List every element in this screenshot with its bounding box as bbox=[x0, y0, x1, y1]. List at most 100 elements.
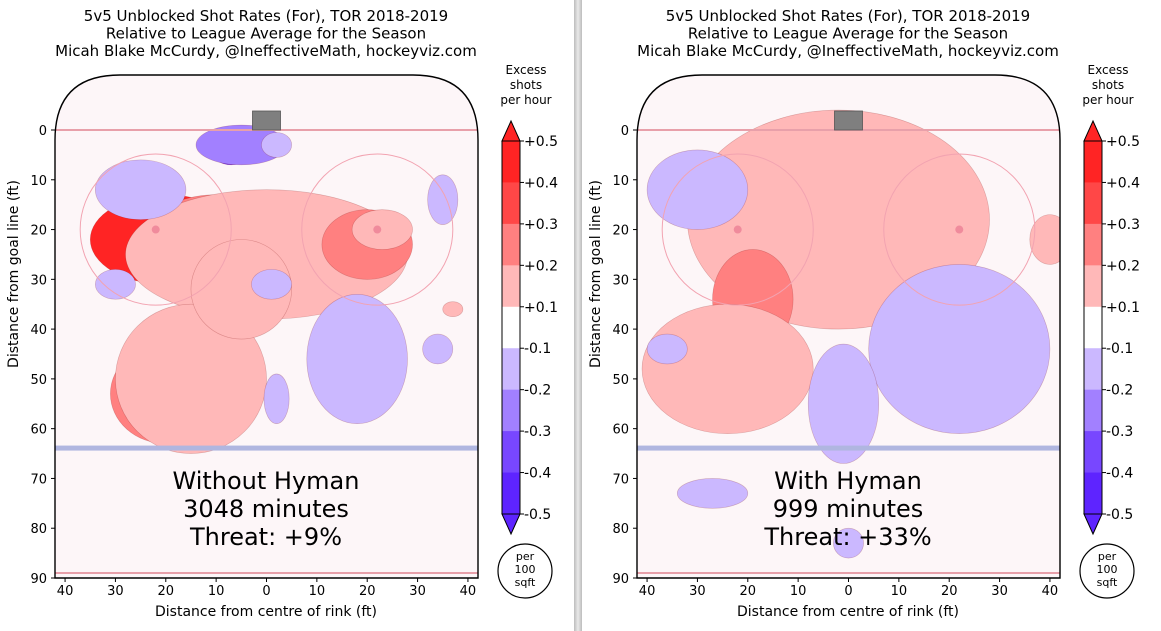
faceoff-dot bbox=[373, 225, 382, 234]
x-tick-label: 10 bbox=[891, 584, 908, 599]
colorbar-tick-label: -0.2 bbox=[1106, 383, 1133, 399]
x-tick-label: 40 bbox=[57, 584, 74, 599]
chart-title-line: 5v5 Unblocked Shot Rates (For), TOR 2018… bbox=[84, 7, 448, 25]
blue-line bbox=[637, 445, 1060, 451]
y-tick-label: 80 bbox=[612, 522, 629, 537]
y-axis-label: Distance from goal line (ft) bbox=[588, 180, 604, 368]
unit-label: 100 bbox=[515, 563, 536, 576]
colorbar-tick-label: -0.4 bbox=[524, 466, 551, 482]
chart-title-line: 5v5 Unblocked Shot Rates (For), TOR 2018… bbox=[666, 7, 1030, 25]
heat-contour bbox=[94, 269, 136, 300]
x-tick-label: 30 bbox=[991, 584, 1008, 599]
y-tick-label: 20 bbox=[612, 224, 629, 239]
colorbar-band bbox=[502, 265, 520, 308]
colorbar-frame bbox=[1083, 140, 1103, 515]
colorbar-tick-label: +0.4 bbox=[1106, 175, 1140, 191]
annotation-line: Without Hyman bbox=[173, 467, 360, 495]
y-tick-label: 0 bbox=[621, 124, 629, 139]
heat-contour bbox=[646, 149, 749, 230]
chart-with-hyman: 5v5 Unblocked Shot Rates (For), TOR 2018… bbox=[588, 7, 1140, 620]
colorbar-band bbox=[1084, 389, 1102, 432]
heat-contour bbox=[868, 264, 1051, 434]
y-tick-label: 20 bbox=[30, 224, 47, 239]
colorbar-title: per hour bbox=[1082, 93, 1133, 107]
faceoff-circle bbox=[661, 153, 814, 306]
annotation-line: Threat: +9% bbox=[189, 523, 342, 551]
heat-contour bbox=[115, 303, 267, 454]
colorbar-tick-label: +0.2 bbox=[1106, 258, 1140, 274]
colorbar-band bbox=[502, 389, 520, 432]
goal-net bbox=[252, 110, 281, 131]
annotation-line: With Hyman bbox=[774, 467, 922, 495]
unit-circle bbox=[1079, 543, 1135, 599]
rink-boards bbox=[54, 74, 479, 579]
heat-contour bbox=[306, 293, 408, 424]
y-tick-label: 70 bbox=[612, 472, 629, 487]
panel-divider bbox=[574, 0, 582, 631]
colorbar-tick-label: +0.1 bbox=[1106, 300, 1140, 316]
colorbar-frame bbox=[501, 140, 521, 515]
colorbar-tick-label: -0.2 bbox=[524, 383, 551, 399]
colorbar-band bbox=[1084, 141, 1102, 183]
heat-contour bbox=[190, 239, 292, 340]
annotation-line: Threat: +33% bbox=[763, 523, 931, 551]
y-tick-label: 10 bbox=[612, 174, 629, 189]
goal-net bbox=[834, 110, 863, 131]
heat-contour bbox=[442, 301, 464, 317]
colorbar-tick-label: +0.2 bbox=[524, 258, 558, 274]
colorbar-tick-label: -0.3 bbox=[524, 424, 551, 440]
heat-contour bbox=[94, 159, 187, 220]
x-tick-label: 30 bbox=[409, 584, 426, 599]
x-tick-label: 30 bbox=[689, 584, 706, 599]
annotation-line: 999 minutes bbox=[773, 495, 924, 523]
rink-area bbox=[637, 75, 1060, 578]
right-panel: 5v5 Unblocked Shot Rates (For), TOR 2018… bbox=[582, 0, 1161, 631]
colorbar-title: per hour bbox=[500, 93, 551, 107]
colorbar-band bbox=[1084, 306, 1102, 349]
faceoff-dot bbox=[151, 225, 160, 234]
y-tick-label: 60 bbox=[30, 423, 47, 438]
colorbar-bottom-arrow bbox=[1083, 513, 1103, 536]
y-tick-label: 40 bbox=[612, 323, 629, 338]
y-tick-label: 30 bbox=[30, 273, 47, 288]
y-tick-label: 80 bbox=[30, 522, 47, 537]
chart-without-hyman: 5v5 Unblocked Shot Rates (For), TOR 2018… bbox=[6, 7, 558, 620]
colorbar-band bbox=[502, 141, 520, 183]
colorbar-tick-label: -0.1 bbox=[524, 341, 551, 357]
colorbar-tick-label: +0.1 bbox=[524, 300, 558, 316]
heat-contour bbox=[833, 527, 864, 559]
faceoff-dot bbox=[733, 225, 742, 234]
x-tick-label: 40 bbox=[460, 584, 477, 599]
heat-contour bbox=[676, 478, 749, 509]
colorbar-band bbox=[502, 431, 520, 474]
colorbar-band bbox=[1084, 472, 1102, 515]
x-tick-label: 30 bbox=[107, 584, 124, 599]
x-tick-label: 0 bbox=[844, 584, 852, 599]
colorbar-band bbox=[502, 306, 520, 349]
colorbar-top-arrow bbox=[1083, 119, 1103, 142]
colorbar-tick-label: +0.3 bbox=[1106, 217, 1140, 233]
heat-contour bbox=[807, 343, 880, 464]
colorbar-band bbox=[1084, 182, 1102, 225]
colorbar-tick-label: -0.4 bbox=[1106, 466, 1133, 482]
heat-contour bbox=[261, 132, 292, 158]
x-axis-label: Distance from centre of rink (ft) bbox=[155, 604, 377, 620]
rink-boards bbox=[636, 74, 1061, 579]
colorbar-title: Excess bbox=[1088, 63, 1129, 77]
x-tick-label: 10 bbox=[309, 584, 326, 599]
y-axis-label: Distance from goal line (ft) bbox=[6, 180, 22, 368]
unit-label: 100 bbox=[1097, 563, 1118, 576]
colorbar-tick-label: -0.5 bbox=[1106, 507, 1133, 523]
y-tick-label: 60 bbox=[612, 423, 629, 438]
chart-title-line: Relative to League Average for the Seaso… bbox=[106, 25, 426, 43]
colorbar-band bbox=[502, 182, 520, 225]
faceoff-circle bbox=[883, 153, 1036, 306]
x-tick-label: 20 bbox=[740, 584, 757, 599]
y-tick-label: 10 bbox=[30, 174, 47, 189]
heat-contour bbox=[1029, 214, 1060, 265]
colorbar-tick-label: +0.5 bbox=[1106, 134, 1140, 150]
colorbar-title: shots bbox=[1092, 78, 1124, 92]
faceoff-dot bbox=[955, 225, 964, 234]
faceoff-circle bbox=[301, 153, 454, 306]
y-tick-label: 50 bbox=[612, 373, 629, 388]
